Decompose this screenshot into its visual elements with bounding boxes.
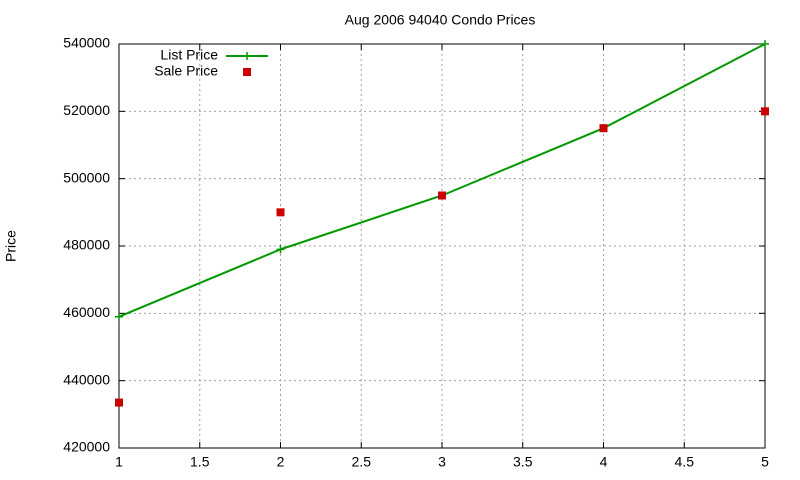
y-tick-label: 460000: [63, 304, 110, 320]
x-tick-label: 1.5: [190, 454, 210, 470]
y-axis-label: Price: [3, 230, 19, 262]
y-tick-label: 540000: [63, 35, 110, 51]
x-tick-label: 4: [600, 454, 608, 470]
point: [438, 191, 446, 200]
y-tick-label: 440000: [63, 371, 110, 387]
point: [761, 107, 769, 116]
y-tick-label: 480000: [63, 237, 110, 253]
point: [276, 208, 285, 217]
x-tick-label: 5: [761, 454, 769, 470]
point: [599, 124, 608, 133]
legend-label: List Price: [160, 47, 218, 63]
y-tick-label: 500000: [63, 169, 110, 185]
y-tick-label: 520000: [63, 102, 110, 118]
x-tick-label: 1: [115, 454, 123, 470]
point: [115, 398, 123, 407]
chart-title: Aug 2006 94040 Condo Prices: [345, 12, 536, 28]
y-tick-label: 420000: [63, 439, 110, 455]
x-tick-label: 3.5: [513, 454, 533, 470]
plot-frame: [118, 43, 766, 449]
legend-marker: [243, 68, 251, 76]
x-tick-label: 3: [438, 454, 446, 470]
point: [115, 312, 123, 321]
x-tick-label: 4.5: [675, 454, 695, 470]
legend-marker: [243, 52, 251, 60]
legend-label: Sale Price: [154, 63, 218, 79]
x-tick-label: 2: [277, 454, 285, 470]
point: [761, 40, 769, 48]
point: [276, 245, 285, 254]
x-tick-label: 2.5: [352, 454, 372, 470]
